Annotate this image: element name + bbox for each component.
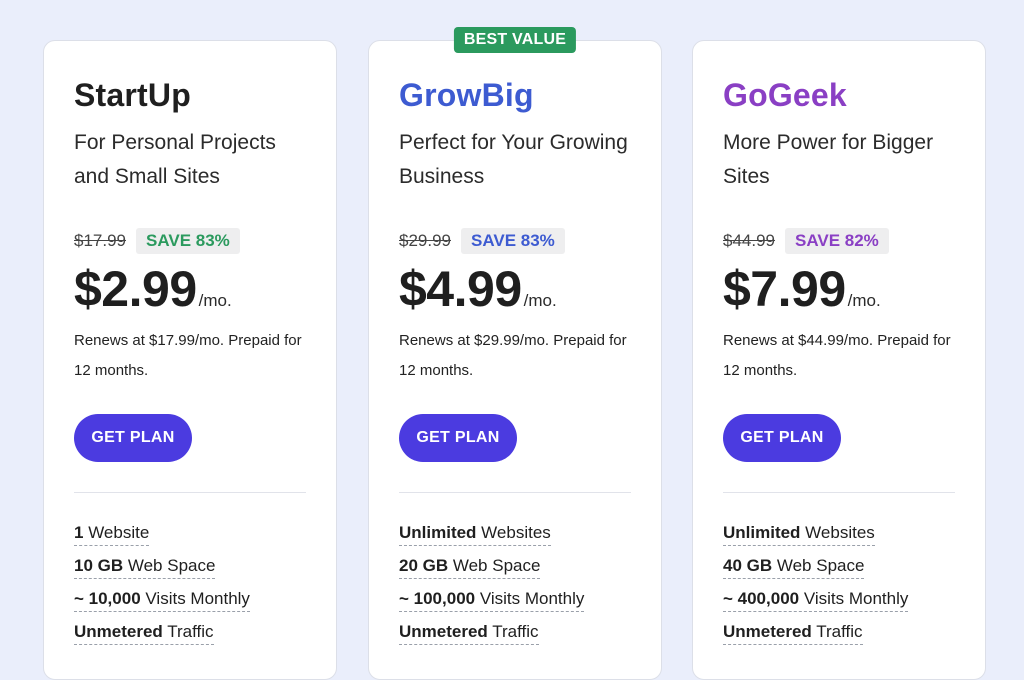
renewal-note: Renews at $17.99/mo. Prepaid for 12 mont… xyxy=(74,332,302,379)
feature-tooltip-trigger[interactable]: ~ 10,000 Visits Monthly xyxy=(74,587,250,612)
feature-highlight: 20 GB xyxy=(399,556,449,575)
renewal-note: Renews at $29.99/mo. Prepaid for 12 mont… xyxy=(399,332,627,379)
price-period: /mo. xyxy=(523,291,557,310)
feature-item: Unlimited Websites xyxy=(399,521,631,554)
feature-text: Websites xyxy=(800,523,875,542)
feature-tooltip-trigger[interactable]: Unmetered Traffic xyxy=(399,620,539,645)
discount-row: $44.99 SAVE 82% xyxy=(723,228,955,254)
feature-text: Visits Monthly xyxy=(475,589,585,608)
feature-text: Web Space xyxy=(448,556,541,575)
feature-text: Web Space xyxy=(772,556,865,575)
feature-text: Web Space xyxy=(123,556,216,575)
feature-highlight: ~ 100,000 xyxy=(399,589,476,608)
feature-tooltip-trigger[interactable]: ~ 400,000 Visits Monthly xyxy=(723,587,909,612)
feature-text: Traffic xyxy=(487,622,539,641)
save-badge: SAVE 82% xyxy=(785,228,889,254)
feature-tooltip-trigger[interactable]: Unmetered Traffic xyxy=(723,620,863,645)
feature-highlight: Unmetered xyxy=(723,622,812,641)
plan-tagline: More Power for Bigger Sites xyxy=(723,131,934,188)
feature-tooltip-trigger[interactable]: 40 GB Web Space xyxy=(723,554,865,579)
save-badge: SAVE 83% xyxy=(136,228,240,254)
divider xyxy=(399,492,631,493)
feature-highlight: 40 GB xyxy=(723,556,773,575)
renewal-note: Renews at $44.99/mo. Prepaid for 12 mont… xyxy=(723,332,951,379)
feature-item: Unmetered Traffic xyxy=(74,620,306,653)
discount-row: $29.99 SAVE 83% xyxy=(399,228,631,254)
price-period: /mo. xyxy=(198,291,232,310)
save-badge: SAVE 83% xyxy=(461,228,565,254)
get-plan-button[interactable]: GET PLAN xyxy=(74,414,192,462)
feature-item: Unmetered Traffic xyxy=(723,620,955,653)
feature-list: Unlimited Websites 20 GB Web Space ~ 100… xyxy=(399,521,631,653)
price-amount: $2.99 xyxy=(74,261,197,317)
plan-name: GoGeek xyxy=(723,77,847,113)
feature-item: 40 GB Web Space xyxy=(723,554,955,587)
current-price: $4.99 /mo. xyxy=(399,260,631,318)
feature-highlight: Unmetered xyxy=(74,622,163,641)
feature-tooltip-trigger[interactable]: 10 GB Web Space xyxy=(74,554,216,579)
price-period: /mo. xyxy=(847,291,881,310)
current-price: $2.99 /mo. xyxy=(74,260,306,318)
plan-tagline: For Personal Projects and Small Sites xyxy=(74,131,276,188)
get-plan-button[interactable]: GET PLAN xyxy=(723,414,841,462)
feature-tooltip-trigger[interactable]: Unlimited Websites xyxy=(723,521,875,546)
feature-tooltip-trigger[interactable]: Unmetered Traffic xyxy=(74,620,214,645)
original-price: $17.99 xyxy=(74,231,126,250)
feature-item: ~ 400,000 Visits Monthly xyxy=(723,587,955,620)
price-amount: $7.99 xyxy=(723,261,846,317)
feature-highlight: ~ 10,000 xyxy=(74,589,141,608)
plan-card-gogeek: GoGeek More Power for Bigger Sites $44.9… xyxy=(692,40,986,680)
current-price: $7.99 /mo. xyxy=(723,260,955,318)
feature-highlight: Unlimited xyxy=(399,523,477,542)
feature-tooltip-trigger[interactable]: Unlimited Websites xyxy=(399,521,551,546)
feature-tooltip-trigger[interactable]: 1 Website xyxy=(74,521,150,546)
feature-tooltip-trigger[interactable]: ~ 100,000 Visits Monthly xyxy=(399,587,585,612)
divider xyxy=(74,492,306,493)
feature-item: 20 GB Web Space xyxy=(399,554,631,587)
feature-tooltip-trigger[interactable]: 20 GB Web Space xyxy=(399,554,541,579)
feature-highlight: Unmetered xyxy=(399,622,488,641)
feature-item: 1 Website xyxy=(74,521,306,554)
plan-tagline: Perfect for Your Growing Business xyxy=(399,131,628,188)
feature-item: Unmetered Traffic xyxy=(399,620,631,653)
feature-text: Traffic xyxy=(162,622,214,641)
plan-name: GrowBig xyxy=(399,77,534,113)
feature-list: 1 Website 10 GB Web Space ~ 10,000 Visit… xyxy=(74,521,306,653)
feature-text: Traffic xyxy=(811,622,863,641)
original-price: $29.99 xyxy=(399,231,451,250)
best-value-badge: BEST VALUE xyxy=(453,27,577,53)
feature-highlight: 1 xyxy=(74,523,84,542)
feature-highlight: 10 GB xyxy=(74,556,124,575)
feature-text: Website xyxy=(83,523,150,542)
feature-highlight: Unlimited xyxy=(723,523,801,542)
feature-highlight: ~ 400,000 xyxy=(723,589,800,608)
feature-item: ~ 100,000 Visits Monthly xyxy=(399,587,631,620)
original-price: $44.99 xyxy=(723,231,775,250)
feature-list: Unlimited Websites 40 GB Web Space ~ 400… xyxy=(723,521,955,653)
price-amount: $4.99 xyxy=(399,261,522,317)
plan-card-growbig: BEST VALUE GrowBig Perfect for Your Grow… xyxy=(368,27,662,680)
plan-card-startup: StartUp For Personal Projects and Small … xyxy=(43,40,337,680)
discount-row: $17.99 SAVE 83% xyxy=(74,228,306,254)
feature-item: ~ 10,000 Visits Monthly xyxy=(74,587,306,620)
divider xyxy=(723,492,955,493)
feature-text: Visits Monthly xyxy=(140,589,250,608)
feature-item: 10 GB Web Space xyxy=(74,554,306,587)
feature-text: Visits Monthly xyxy=(799,589,909,608)
feature-item: Unlimited Websites xyxy=(723,521,955,554)
feature-text: Websites xyxy=(476,523,551,542)
plan-name: StartUp xyxy=(74,77,191,113)
get-plan-button[interactable]: GET PLAN xyxy=(399,414,517,462)
